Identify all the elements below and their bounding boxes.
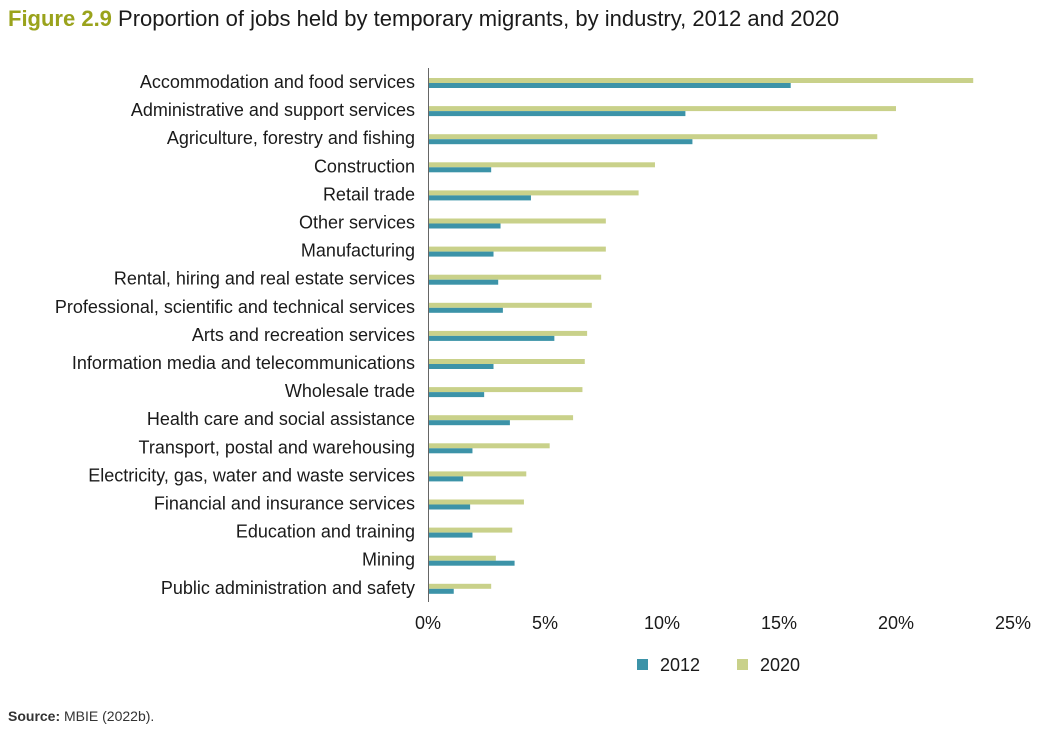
x-tick-label: 10% — [644, 613, 680, 633]
source-text: MBIE (2022b). — [64, 708, 155, 724]
bar-2020 — [428, 134, 878, 140]
bar-2012 — [428, 307, 503, 313]
category-label: Retail trade — [323, 184, 415, 204]
bar-2020 — [428, 106, 896, 112]
bar-2020 — [428, 274, 602, 280]
bar-chart: Accommodation and food services Administr… — [55, 68, 1031, 675]
bar-2012 — [428, 167, 492, 173]
bar-2020 — [428, 387, 583, 393]
bar-2012 — [428, 560, 515, 566]
category-label: Agriculture, forestry and fishing — [167, 128, 415, 148]
legend-label-2020: 2020 — [760, 655, 800, 675]
category-label: Electricity, gas, water and waste servic… — [88, 465, 415, 485]
bar-2020 — [428, 190, 639, 196]
bar-2012 — [428, 335, 555, 341]
bar-2012 — [428, 223, 501, 229]
bar-2012 — [428, 279, 499, 285]
bar-2020 — [428, 218, 606, 224]
bar-2012 — [428, 195, 531, 201]
bar-2012 — [428, 588, 454, 594]
source-label: Source: — [8, 708, 61, 724]
category-label: Public administration and safety — [161, 578, 415, 598]
category-label: Education and training — [236, 522, 415, 542]
bar-2012 — [428, 364, 494, 369]
figure-label: Figure 2.9 — [8, 6, 112, 31]
category-label: Rental, hiring and real estate services — [114, 269, 415, 289]
category-label: Mining — [362, 550, 415, 570]
bar-2020 — [428, 527, 513, 533]
figure-title: Figure 2.9 Proportion of jobs held by te… — [8, 6, 839, 32]
category-label: Financial and insurance services — [154, 494, 415, 514]
x-tick-label: 15% — [761, 613, 797, 633]
source-note: Source: MBIE (2022b). — [8, 708, 154, 724]
bar-2012 — [428, 476, 464, 482]
category-label: Professional, scientific and technical s… — [55, 297, 415, 317]
bar-2012 — [428, 111, 686, 117]
bar-2020 — [428, 246, 606, 252]
bar-2012 — [428, 448, 473, 454]
category-label: Transport, postal and warehousing — [139, 437, 416, 457]
legend-swatch-2012 — [637, 659, 648, 670]
bar-2020 — [428, 415, 574, 421]
bar-2020 — [428, 555, 496, 561]
bar-2020 — [428, 499, 524, 505]
x-tick-label: 0% — [415, 613, 441, 633]
bar-2012 — [428, 392, 485, 398]
figure-title-text: Proportion of jobs held by temporary mig… — [118, 6, 840, 31]
bar-2020 — [428, 162, 655, 168]
category-label: Information media and telecommunications — [72, 353, 415, 373]
bar-2012 — [428, 504, 471, 510]
bar-2012 — [428, 139, 693, 145]
category-label: Wholesale trade — [285, 381, 415, 401]
x-tick-label: 20% — [878, 613, 914, 633]
bar-2020 — [428, 471, 527, 477]
bar-2020 — [428, 443, 550, 449]
bar-2020 — [428, 583, 492, 589]
category-label: Manufacturing — [301, 241, 415, 261]
legend-label-2012: 2012 — [660, 655, 700, 675]
bar-2020 — [428, 330, 588, 336]
category-label: Arts and recreation services — [192, 325, 415, 345]
bar-2020 — [428, 302, 592, 308]
legend-swatch-2020 — [737, 659, 748, 670]
category-label: Accommodation and food services — [140, 72, 415, 92]
bar-2012 — [428, 532, 473, 538]
bar-2012 — [428, 420, 510, 426]
category-label: Administrative and support services — [131, 100, 415, 120]
bar-2012 — [428, 83, 791, 88]
bar-2020 — [428, 359, 585, 364]
x-tick-label: 5% — [532, 613, 558, 633]
bar-2020 — [428, 78, 974, 83]
bar-2012 — [428, 251, 494, 257]
category-label: Other services — [299, 213, 415, 233]
category-label: Construction — [314, 156, 415, 176]
category-label: Health care and social assistance — [147, 409, 415, 429]
x-tick-label: 25% — [995, 613, 1031, 633]
